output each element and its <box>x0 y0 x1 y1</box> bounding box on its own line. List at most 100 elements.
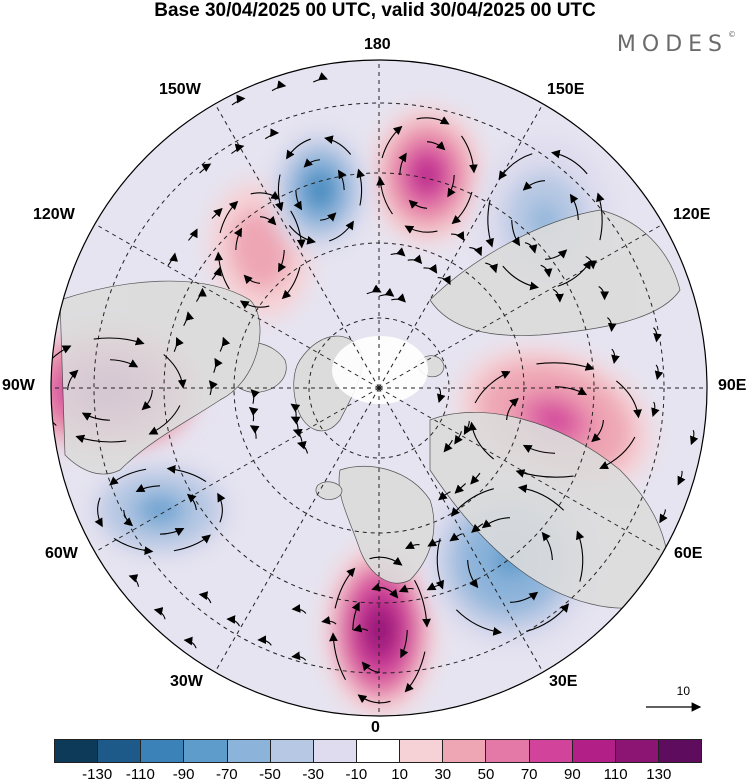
wind-vector <box>329 632 346 680</box>
wind-vector <box>398 584 414 593</box>
wind-vector <box>291 604 307 614</box>
wind-vector <box>213 357 223 373</box>
wind-vector <box>653 327 662 343</box>
colorbar-swatch <box>443 740 487 762</box>
wind-vector <box>498 153 533 180</box>
colorbar-tick-label: -50 <box>259 766 281 783</box>
wind-vector <box>404 225 438 234</box>
wind-vector <box>337 169 347 191</box>
wind-vector <box>290 210 306 249</box>
wind-vector <box>474 370 511 404</box>
wind-vector <box>231 143 245 155</box>
lon-label-90w: 90W <box>2 377 35 394</box>
wind-vector <box>536 362 595 371</box>
siberia-east <box>429 209 681 336</box>
wind-vector <box>51 392 57 426</box>
wind-vector <box>450 488 494 517</box>
lon-label-90e: 90E <box>718 377 747 394</box>
wind-vector <box>591 419 604 443</box>
colorbar-swatch <box>313 740 357 762</box>
wind-vector <box>291 651 307 661</box>
wind-vector <box>371 582 387 592</box>
wind-vector <box>173 534 211 552</box>
wind-vector <box>435 538 445 590</box>
wind-vector <box>569 193 579 221</box>
wind-vector <box>195 287 207 302</box>
wind-vector <box>540 264 553 278</box>
wind-vector <box>398 152 407 176</box>
wind-vector <box>113 537 154 556</box>
colorbar-tick-label: -70 <box>215 766 238 783</box>
wind-vector <box>290 416 301 430</box>
wind-vector <box>400 629 409 659</box>
colorbar-tick-label: 130 <box>646 766 672 783</box>
wind-vector <box>405 541 420 549</box>
wind-vector <box>509 591 539 603</box>
lon-label-150e: 150E <box>547 81 585 98</box>
colorbar-swatch <box>400 740 444 762</box>
meridian <box>94 223 380 389</box>
colorbar-swatch <box>55 740 99 762</box>
wind-vector <box>404 651 426 693</box>
wind-vector <box>166 464 207 483</box>
wind-vector <box>243 274 261 285</box>
anomaly-contour <box>368 612 392 648</box>
lon-label-180: 180 <box>364 36 391 53</box>
colorbar-swatch <box>141 740 185 762</box>
wind-vector <box>183 311 195 326</box>
wind-vector <box>522 180 546 191</box>
meridian <box>94 387 380 553</box>
wind-vector <box>598 286 609 301</box>
wind-vector <box>183 636 197 649</box>
map-boundary <box>50 59 708 717</box>
wind-vector <box>211 266 222 280</box>
wind-vector <box>217 492 226 523</box>
wind-vector <box>451 191 473 225</box>
wind-vector <box>651 401 660 418</box>
wind-vector <box>219 336 231 352</box>
wind-vector <box>219 200 239 234</box>
wind-vector <box>226 615 240 627</box>
wind-vector <box>451 231 465 241</box>
anomaly-center <box>323 542 437 716</box>
colorbar-swatch <box>270 740 314 762</box>
wind-vector <box>233 227 243 251</box>
colorbar-tick-label: 30 <box>434 766 452 783</box>
wind-vector <box>128 574 140 587</box>
wind-vector <box>469 246 483 257</box>
map-disk <box>51 60 707 716</box>
wind-vector <box>544 249 568 260</box>
wind-vector <box>443 439 453 453</box>
wind-vector <box>208 380 218 396</box>
graticule <box>51 60 707 716</box>
wind-vector <box>123 509 134 527</box>
wind-vector <box>449 532 463 542</box>
reference-vector-label: 10 <box>676 684 690 698</box>
europe <box>338 465 435 584</box>
logo-text: MODES <box>616 32 728 57</box>
wind-vector <box>379 287 395 297</box>
wind-vector <box>524 242 538 254</box>
wind-vector <box>391 293 406 303</box>
wind-vector <box>296 441 309 454</box>
latitude-circle <box>163 172 595 604</box>
wind-vector <box>390 247 406 257</box>
wind-vector <box>290 403 301 418</box>
colorbar-swatch <box>529 740 573 762</box>
colorbar-swatch <box>227 740 271 762</box>
wind-vector <box>447 174 456 198</box>
colorbar-tick-label: -10 <box>345 766 368 783</box>
anomaly-contour <box>415 161 439 189</box>
wind-vector <box>454 483 467 494</box>
lon-label-30e: 30E <box>549 673 578 690</box>
wind-vector <box>517 484 565 511</box>
lon-label-60w: 60W <box>45 545 78 562</box>
anomaly-center <box>270 127 370 253</box>
wind-vector <box>356 168 365 206</box>
wind-vector <box>257 635 272 646</box>
wind-vector <box>141 389 153 411</box>
wind-vector <box>250 191 281 200</box>
wind-vector <box>159 528 185 536</box>
colorbar-ticks: -130 -110 -90 -70 -50 -30 -10 10 30 50 70 90 110 130 <box>54 766 702 783</box>
